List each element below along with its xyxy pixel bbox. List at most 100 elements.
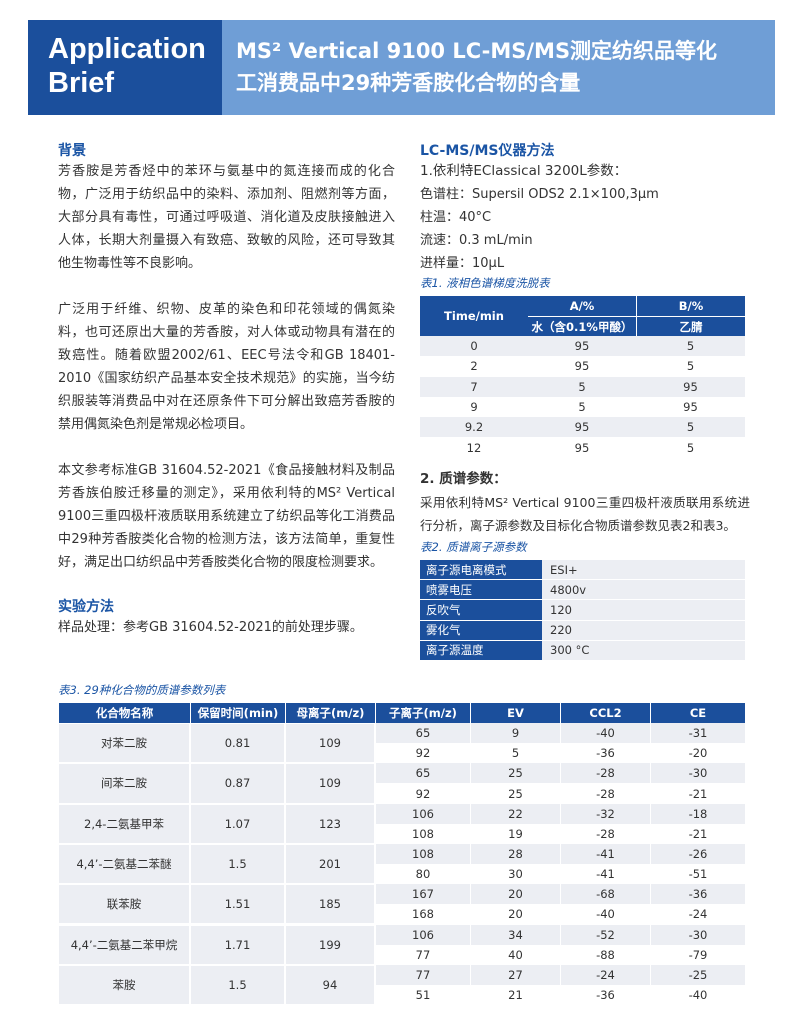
left-column: 背景 芳香胺是芳香烃中的苯环与氨基中的氮连接而成的化合物，广泛用于纺织品中的染料… <box>58 140 395 639</box>
table-cell: 108 <box>375 823 470 844</box>
table-cell: 168 <box>375 904 470 925</box>
table-cell: 雾化气 <box>420 620 542 641</box>
table-cell: -18 <box>650 803 745 824</box>
table-cell: 1.5 <box>190 964 285 1006</box>
table-cell: 12 <box>420 437 528 458</box>
table-cell: -36 <box>560 984 650 1006</box>
table-cell: ESI+ <box>542 560 745 581</box>
table-cell: 106 <box>375 803 470 824</box>
table-cell: 1.07 <box>190 803 285 844</box>
table-cell: 77 <box>375 964 470 985</box>
table-cell: 联苯胺 <box>58 884 190 925</box>
table-cell: 51 <box>375 984 470 1006</box>
table-cell: 120 <box>542 600 745 621</box>
caption: 表3. 29种化合物的质谱参数列表 <box>58 683 226 697</box>
table-cell: 20 <box>470 904 560 925</box>
table-cell: 123 <box>285 803 375 844</box>
table-cell: -36 <box>560 743 650 764</box>
table-cell: 1.51 <box>190 884 285 925</box>
table-cell: CE <box>650 703 745 723</box>
table-cell: 95 <box>528 417 636 438</box>
table-cell: -30 <box>650 924 745 945</box>
table-cell: -28 <box>560 783 650 804</box>
table-cell: -36 <box>650 884 745 905</box>
title-line: 工消费品中29种芳香胺化合物的含量 <box>236 71 581 95</box>
table-cell: Time/min <box>420 296 528 336</box>
subheading: 2. 质谱参数： <box>420 471 507 487</box>
param: 色谱柱：Supersil ODS2 2.1×100,3μm <box>420 187 659 202</box>
table-cell: A/% <box>528 296 636 316</box>
table-cell: 1.5 <box>190 843 285 885</box>
table-cell: 喷雾电压 <box>420 580 542 601</box>
table-cell: 167 <box>375 884 470 905</box>
table-cell: 间苯二胺 <box>58 763 190 804</box>
caption: 表1. 液相色谱梯度洗脱表 <box>420 276 550 290</box>
table-cell: 30 <box>470 864 560 885</box>
table-cell: EV <box>470 703 560 723</box>
table-cell: 离子源电离模式 <box>420 560 542 581</box>
table-cell: 65 <box>375 763 470 784</box>
table-cell: 34 <box>470 924 560 945</box>
table-cell: 199 <box>285 924 375 965</box>
table-cell: 9 <box>420 396 528 418</box>
table-cell: -41 <box>560 843 650 865</box>
table-cell: -24 <box>560 964 650 985</box>
table-cell: 母离子(m/z) <box>285 703 375 723</box>
table-cell: 27 <box>470 964 560 985</box>
table-cell: 2 <box>420 356 528 377</box>
table-cell: 92 <box>375 743 470 764</box>
badge-line: Brief <box>48 67 115 99</box>
table-cell: 4,4’-二氨基二苯甲烷 <box>58 924 190 965</box>
table-cell: 220 <box>542 620 745 641</box>
title-line: MS² Vertical 9100 LC-MS/MS测定纺织品等化 <box>236 39 718 63</box>
table-cell: 乙腈 <box>636 316 745 336</box>
table-cell: -28 <box>560 823 650 844</box>
table-cell: -51 <box>650 864 745 885</box>
table-cell: 1.71 <box>190 924 285 965</box>
table-cell: -26 <box>650 843 745 865</box>
badge-line: Application <box>48 33 206 65</box>
paragraph: 芳香胺是芳香烃中的苯环与氨基中的氮连接而成的化合物，广泛用于纺织品中的染料、添加… <box>58 164 395 271</box>
title: MS² Vertical 9100 LC-MS/MS测定纺织品等化 工消费品中2… <box>222 20 775 115</box>
table-cell: 9 <box>470 723 560 744</box>
table-cell: 反吹气 <box>420 600 542 621</box>
table-cell: -52 <box>560 924 650 945</box>
right-column: LC-MS/MS仪器方法 1.依利特EClassical 3200L参数： 色谱… <box>420 140 745 291</box>
table-cell: 95 <box>528 336 636 357</box>
table-cell: -21 <box>650 823 745 844</box>
heading: LC-MS/MS仪器方法 <box>420 143 555 159</box>
table-cell: 95 <box>636 396 745 418</box>
table-cell: 65 <box>375 723 470 744</box>
table-cell: 21 <box>470 984 560 1006</box>
table-cell: -20 <box>650 743 745 764</box>
table-cell: 0.87 <box>190 763 285 804</box>
table-cell: 9.2 <box>420 417 528 438</box>
table-cell: 95 <box>528 356 636 377</box>
heading: 背景 <box>58 143 86 159</box>
param: 进样量：10μL <box>420 256 505 271</box>
table-cell: 20 <box>470 884 560 905</box>
table-cell: 77 <box>375 944 470 965</box>
table-cell: 40 <box>470 944 560 965</box>
paragraph: 广泛用于纤维、织物、皮革的染色和印花领域的偶氮染料，也可还原出大量的芳香胺，对人… <box>58 302 395 432</box>
table-cell: 4,4’-二氨基二苯醚 <box>58 843 190 885</box>
table-cell: 苯胺 <box>58 964 190 1006</box>
table-cell: 5 <box>636 356 745 377</box>
table-cell: 300 °C <box>542 640 745 661</box>
table-cell: 0.81 <box>190 723 285 764</box>
table-cell: 5 <box>528 376 636 397</box>
table-cell: 92 <box>375 783 470 804</box>
table-cell: 子离子(m/z) <box>375 703 470 723</box>
table-cell: -28 <box>560 763 650 784</box>
table-cell: 2,4-二氨基甲苯 <box>58 803 190 844</box>
table-cell: -24 <box>650 904 745 925</box>
table-cell: 25 <box>470 763 560 784</box>
table-cell: -21 <box>650 783 745 804</box>
table-cell: 109 <box>285 723 375 764</box>
table-cell: -88 <box>560 944 650 965</box>
table-cell: -79 <box>650 944 745 965</box>
table-cell: -31 <box>650 723 745 744</box>
param: 柱温：40°C <box>420 210 492 225</box>
table-cell: 80 <box>375 864 470 885</box>
